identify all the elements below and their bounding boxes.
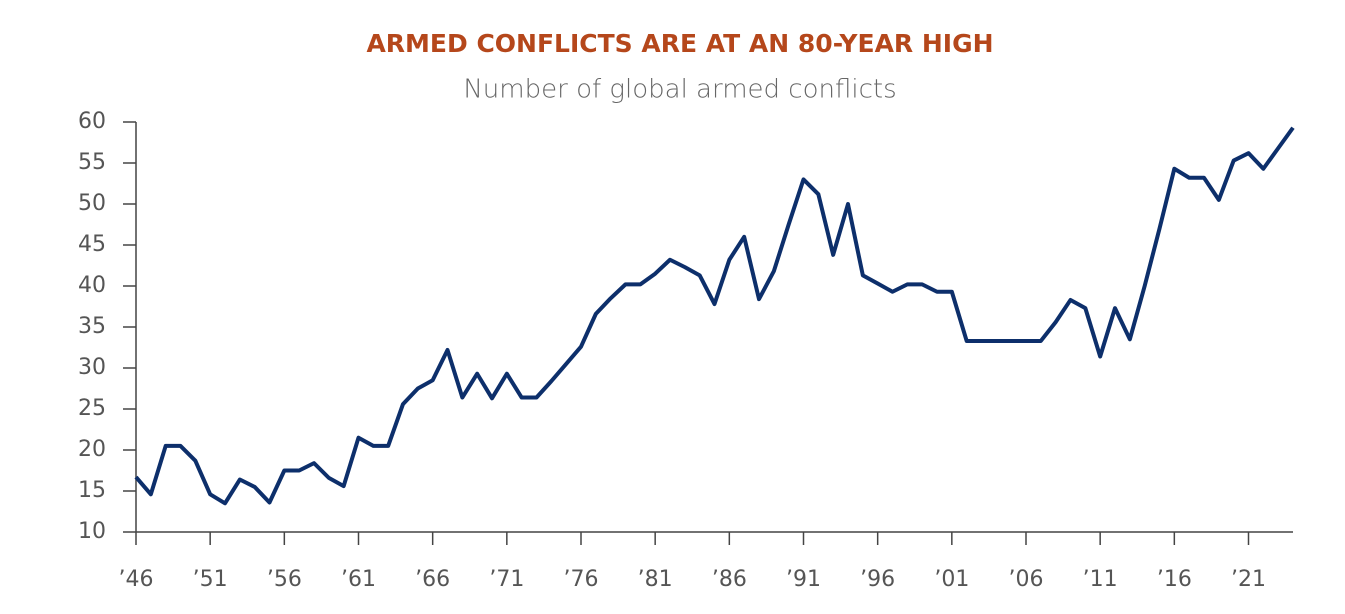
x-tick-label: ’16 xyxy=(1157,567,1192,592)
y-tick-label: 15 xyxy=(78,478,106,503)
chart-subtitle: Number of global armed conflicts xyxy=(463,75,896,105)
x-tick-label: ’61 xyxy=(341,567,376,592)
y-tick-label: 55 xyxy=(78,150,106,175)
x-tick-label: ’76 xyxy=(564,567,599,592)
y-tick-label: 50 xyxy=(78,191,106,216)
y-tick-label: 30 xyxy=(78,355,106,380)
y-tick-label: 40 xyxy=(78,273,106,298)
x-tick-label: ’86 xyxy=(712,567,747,592)
x-tick-label: ’01 xyxy=(934,567,969,592)
x-tick-label: ’21 xyxy=(1231,567,1266,592)
x-tick-label: ’81 xyxy=(638,567,673,592)
y-tick-label: 35 xyxy=(78,314,106,339)
x-tick-label: ’96 xyxy=(860,567,895,592)
x-tick-label: ’91 xyxy=(786,567,821,592)
y-tick-label: 10 xyxy=(78,519,106,544)
x-tick-label: ’11 xyxy=(1083,567,1118,592)
x-tick-label: ’66 xyxy=(415,567,450,592)
y-tick-label: 20 xyxy=(78,437,106,462)
y-tick-label: 45 xyxy=(78,232,106,257)
y-tick-label: 60 xyxy=(78,109,106,134)
y-tick-label: 25 xyxy=(78,396,106,421)
x-tick-label: ’51 xyxy=(193,567,228,592)
x-tick-label: ’46 xyxy=(119,567,154,592)
x-tick-label: ’71 xyxy=(489,567,524,592)
data-line xyxy=(134,126,1295,506)
x-tick-label: ’06 xyxy=(1009,567,1044,592)
chart-title: ARMED CONFLICTS ARE AT AN 80-YEAR HIGH xyxy=(366,29,993,58)
x-tick-label: ’56 xyxy=(267,567,302,592)
